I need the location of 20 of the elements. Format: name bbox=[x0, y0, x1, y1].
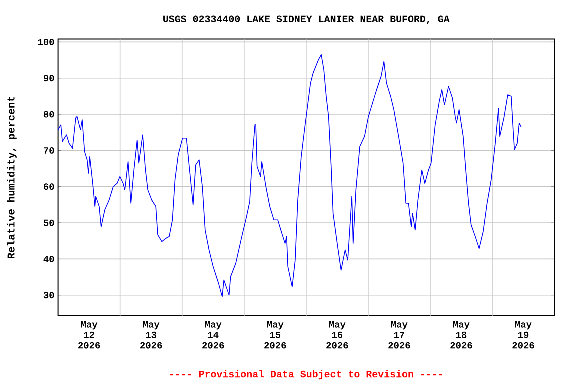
x-tick-label: May 15 2026 bbox=[264, 322, 286, 349]
x-tick-label: May 18 2026 bbox=[450, 322, 472, 349]
y-tick-label: 50 bbox=[44, 220, 54, 226]
x-tick-label: May 13 2026 bbox=[140, 322, 162, 349]
y-tick-label: 80 bbox=[44, 111, 54, 118]
x-tick-label: May 16 2026 bbox=[326, 322, 348, 349]
x-tick-label: May 14 2026 bbox=[202, 322, 224, 349]
y-axis-title: Relative humidity, percent bbox=[7, 97, 17, 259]
chart-title: USGS 02334400 LAKE SIDNEY LANIER NEAR BUFORD, GA bbox=[164, 16, 450, 24]
x-tick-label: May 17 2026 bbox=[388, 322, 410, 349]
y-tick-label: 70 bbox=[44, 147, 54, 154]
x-tick-label: May 12 2026 bbox=[78, 322, 100, 349]
y-tick-label: 30 bbox=[44, 292, 54, 299]
x-tick-label: May 19 2026 bbox=[512, 322, 534, 349]
y-tick-label: 60 bbox=[44, 184, 54, 190]
y-tick-label: 40 bbox=[44, 256, 54, 262]
text: ---- Provisional Data Subject to Revision ---- bbox=[170, 370, 442, 380]
line-series bbox=[58, 54, 522, 298]
y-tick-label: 90 bbox=[44, 75, 54, 82]
y-tick-label: 100 bbox=[38, 38, 54, 46]
